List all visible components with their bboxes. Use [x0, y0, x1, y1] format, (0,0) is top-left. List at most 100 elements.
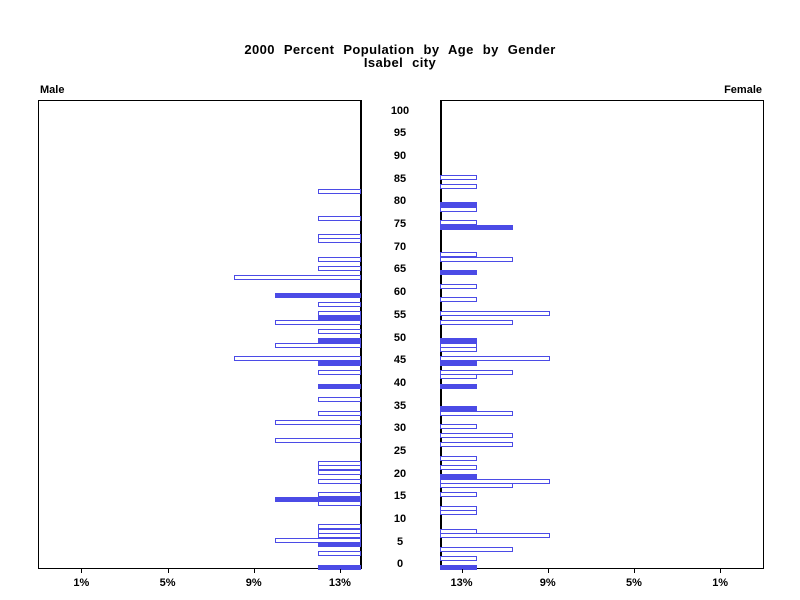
- male-bar-age-68: [318, 256, 362, 262]
- male-bar-age-45: [318, 360, 362, 366]
- female-bar-age-8: [440, 528, 477, 534]
- male-bar-age-9: [318, 524, 362, 530]
- chart-subtitle: Isabel city: [363, 55, 437, 70]
- age-axis-label-35: 35: [393, 399, 407, 412]
- female-bar-age-79: [440, 206, 477, 212]
- female-bar-age-29: [440, 433, 514, 439]
- male-bar-age-56: [318, 310, 362, 316]
- female-x-label-1: 13%: [450, 577, 473, 589]
- male-x-tick-5: [253, 569, 255, 573]
- age-axis-label-45: 45: [393, 354, 407, 367]
- age-axis-label-5: 5: [396, 535, 404, 548]
- male-bar-age-55: [318, 315, 362, 321]
- age-axis-label-50: 50: [393, 331, 407, 344]
- male-x-label-1: 13%: [328, 577, 351, 589]
- female-x-tick-9: [633, 569, 635, 573]
- male-bar-age-15: [275, 496, 362, 502]
- male-bar-age-40: [318, 383, 362, 389]
- female-bar-age-65: [440, 270, 477, 276]
- male-bar-age-43: [318, 369, 362, 375]
- male-bar-age-49: [275, 342, 362, 348]
- female-bar-age-68: [440, 256, 514, 262]
- female-bar-age-56: [440, 310, 550, 316]
- female-bar-age-46: [440, 356, 550, 362]
- age-axis-label-65: 65: [393, 263, 407, 276]
- male-bar-age-46: [234, 356, 362, 362]
- female-bar-age-20: [440, 474, 477, 480]
- male-bar-age-64: [234, 274, 362, 280]
- female-bar-age-27: [440, 442, 514, 448]
- age-axis-label-60: 60: [393, 286, 407, 299]
- male-bar-age-3: [318, 551, 362, 557]
- male-bar-age-34: [318, 410, 362, 416]
- male-x-label-13: 1%: [73, 577, 90, 589]
- female-x-tick-13: [720, 569, 722, 573]
- male-bar-age-83: [318, 188, 362, 194]
- female-bar-age-62: [440, 283, 477, 289]
- female-bar-age-2: [440, 555, 477, 561]
- age-axis-label-0: 0: [396, 558, 404, 571]
- male-bar-age-16: [318, 492, 362, 498]
- male-x-label-5: 9%: [245, 577, 262, 589]
- female-bar-age-13: [440, 505, 477, 511]
- age-axis-label-25: 25: [393, 444, 407, 457]
- male-bar-age-37: [318, 397, 362, 403]
- age-axis-label-70: 70: [393, 240, 407, 253]
- male-x-tick-1: [339, 569, 341, 573]
- age-axis-label-85: 85: [393, 172, 407, 185]
- male-panel-label: Male: [40, 84, 65, 96]
- female-bar-age-84: [440, 184, 477, 190]
- female-bar-age-40: [440, 383, 477, 389]
- male-bar-age-7: [318, 533, 362, 539]
- female-x-tick-1: [461, 569, 463, 573]
- age-axis-label-20: 20: [393, 467, 407, 480]
- female-x-tick-5: [547, 569, 549, 573]
- male-bar-age-66: [318, 265, 362, 271]
- male-bar-age-52: [318, 329, 362, 335]
- female-x-label-13: 1%: [712, 577, 729, 589]
- female-bar-age-42: [440, 374, 477, 380]
- male-bar-age-50: [318, 338, 362, 344]
- female-bar-age-18: [440, 483, 514, 489]
- female-plot-area: [440, 100, 764, 569]
- female-panel-label: Female: [724, 84, 762, 96]
- male-bar-age-54: [275, 320, 362, 326]
- female-bar-age-43: [440, 369, 514, 375]
- female-bar-age-24: [440, 456, 477, 462]
- age-axis-label-90: 90: [393, 150, 407, 163]
- male-x-tick-9: [167, 569, 169, 573]
- female-bar-age-19: [440, 478, 550, 484]
- male-bar-age-6: [275, 537, 362, 543]
- male-x-label-9: 5%: [159, 577, 176, 589]
- age-axis-label-100: 100: [390, 104, 410, 117]
- female-bar-age-76: [440, 220, 477, 226]
- female-bar-age-35: [440, 406, 477, 412]
- female-bar-age-69: [440, 252, 477, 258]
- female-bar-age-48: [440, 347, 477, 353]
- female-bar-age-75: [440, 224, 514, 230]
- female-bar-age-16: [440, 492, 477, 498]
- age-axis-label-55: 55: [393, 308, 407, 321]
- male-bar-age-22: [318, 465, 362, 471]
- female-bar-age-22: [440, 465, 477, 471]
- male-bar-age-5: [318, 542, 362, 548]
- male-bar-age-58: [318, 301, 362, 307]
- female-bar-age-80: [440, 202, 477, 208]
- female-bar-age-54: [440, 320, 514, 326]
- female-bar-age-86: [440, 174, 477, 180]
- male-bar-age-77: [318, 215, 362, 221]
- male-bar-age-73: [318, 233, 362, 239]
- female-bar-age-45: [440, 360, 477, 366]
- age-axis-label-10: 10: [393, 512, 407, 525]
- female-bar-age-59: [440, 297, 477, 303]
- male-bar-age-60: [275, 292, 362, 298]
- female-bar-age-50: [440, 338, 477, 344]
- age-axis-label-40: 40: [393, 376, 407, 389]
- female-bar-age-7: [440, 533, 550, 539]
- age-axis-label-15: 15: [393, 490, 407, 503]
- female-bar-age-49: [440, 342, 477, 348]
- female-bar-age-4: [440, 546, 514, 552]
- male-bar-age-28: [275, 437, 362, 443]
- male-bar-age-8: [318, 528, 362, 534]
